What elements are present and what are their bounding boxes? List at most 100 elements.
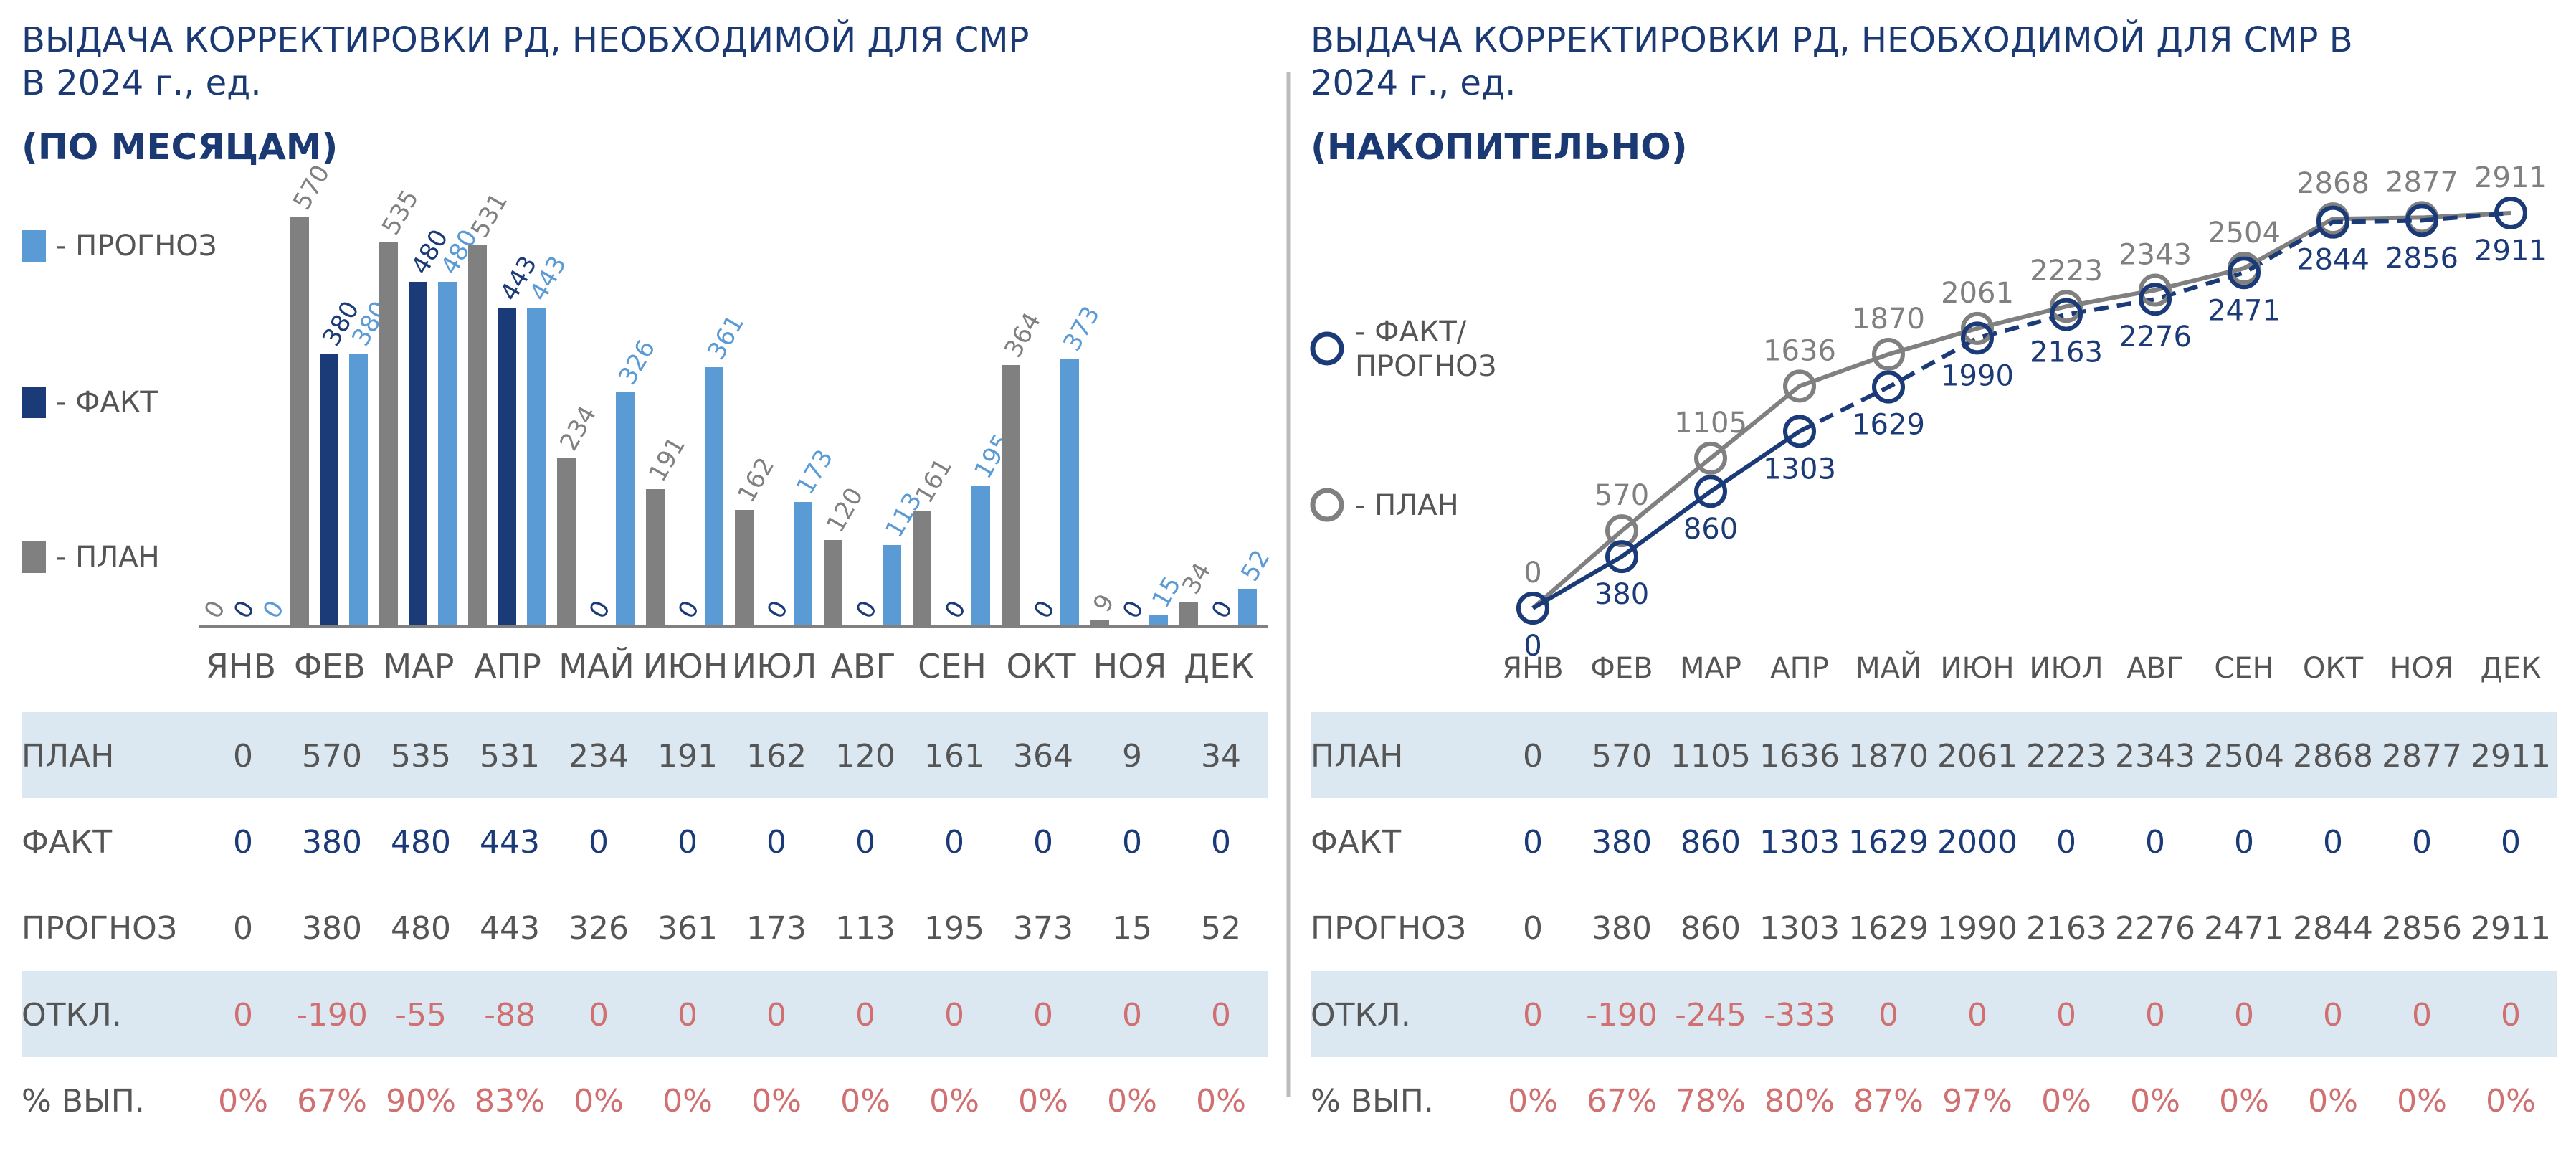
bar-plan-6: [646, 489, 665, 626]
fact-forecast-point-label-12: 2911: [2474, 235, 2547, 268]
cell-dev-7: 0: [2056, 997, 2076, 1033]
cell-dev-1: 0: [233, 997, 253, 1033]
cell-forecast-1: 0: [1523, 910, 1543, 947]
bar-plan-3: [379, 242, 398, 626]
cell-plan-5: 1870: [1848, 738, 1929, 775]
cell-forecast-1: 0: [233, 910, 253, 947]
cell-plan-12: 2911: [2471, 738, 2551, 775]
cell-plan-12: 34: [1201, 738, 1241, 775]
row-label-pct: % ВЫП.: [22, 1083, 145, 1120]
fact-forecast-point-label-6: 1990: [1941, 359, 2014, 392]
legend-plan-label: - ПЛАН: [1355, 489, 1459, 522]
cell-fact-7: 0: [766, 824, 786, 861]
right-title-line-2: 2024 г., ед.: [1311, 63, 1516, 103]
left-subtitle: (ПО МЕСЯЦАМ): [22, 126, 338, 168]
cell-plan-4: 1636: [1759, 738, 1840, 775]
fact-forecast-marker-9: [2228, 256, 2261, 290]
row-label-fact: ФАКТ: [22, 824, 112, 861]
table-band-plan: [22, 712, 1268, 798]
x-tick-label-3: МАР: [1680, 652, 1741, 685]
bar-plan-5: [557, 458, 576, 626]
x-tick-label-2: ФЕВ: [294, 647, 366, 686]
cell-pct-10: 0%: [2308, 1083, 2358, 1120]
cell-dev-8: 0: [855, 997, 875, 1033]
cell-forecast-11: 2856: [2382, 910, 2462, 947]
bar-forecast-8: [883, 545, 901, 626]
cell-dev-10: 0: [2323, 997, 2343, 1033]
fact-forecast-marker-11: [2405, 204, 2438, 237]
data-label-forecast-12: 52: [1235, 545, 1275, 586]
cell-forecast-12: 2911: [2471, 910, 2551, 947]
data-label-forecast-7: 173: [791, 445, 839, 499]
cell-pct-7: 0%: [2041, 1083, 2091, 1120]
data-label-fact-6: 0: [672, 596, 705, 624]
cell-fact-4: 1303: [1759, 824, 1840, 861]
cell-forecast-5: 1629: [1848, 910, 1929, 947]
cell-pct-3: 90%: [386, 1083, 456, 1120]
bar-forecast-12: [1238, 589, 1257, 626]
left-title-line-2: В 2024 г., ед.: [22, 63, 262, 103]
cell-dev-9: 0: [944, 997, 964, 1033]
plan-point-label-9: 2504: [2207, 217, 2281, 250]
cell-pct-4: 80%: [1764, 1083, 1835, 1120]
cell-dev-6: 0: [1967, 997, 1987, 1033]
legend-plan-marker: [1310, 488, 1344, 522]
cell-forecast-10: 2844: [2293, 910, 2373, 947]
cell-pct-6: 0%: [662, 1083, 713, 1120]
cell-dev-2: -190: [1586, 997, 1658, 1033]
x-tick-label-8: АВГ: [2126, 652, 2183, 685]
cell-fact-12: 0: [2501, 824, 2521, 861]
cell-pct-2: 67%: [1587, 1083, 1657, 1120]
bar-plan-4: [468, 245, 487, 626]
right-subtitle: (НАКОПИТЕЛЬНО): [1311, 126, 1688, 168]
x-tick-label-11: НОЯ: [2390, 652, 2453, 685]
cell-dev-3: -55: [395, 997, 447, 1033]
row-label-pct: % ВЫП.: [1311, 1083, 1434, 1120]
row-label-dev: ОТКЛ.: [22, 997, 122, 1033]
plan-point-label-11: 2877: [2385, 166, 2458, 199]
cell-forecast-7: 2163: [2026, 910, 2106, 947]
cell-pct-1: 0%: [218, 1083, 268, 1120]
cell-dev-12: 0: [1211, 997, 1231, 1033]
data-label-forecast-10: 373: [1058, 301, 1106, 356]
row-label-dev: ОТКЛ.: [1311, 997, 1411, 1033]
cell-forecast-9: 2471: [2204, 910, 2284, 947]
cell-fact-4: 443: [480, 824, 540, 861]
legend-forecast-swatch: [22, 230, 46, 262]
data-label-forecast-5: 326: [613, 335, 661, 389]
fact-forecast-marker-2: [1605, 540, 1638, 574]
data-label-plan-11: 9: [1088, 590, 1120, 617]
left-summary-table: ПЛАН 0 570 535 531 234 191 162 120 161 364 9 34 ФАКТ 0…: [22, 712, 1268, 1120]
row-label-forecast: ПРОГНОЗ: [1311, 910, 1466, 947]
cell-pct-7: 0%: [751, 1083, 802, 1120]
cell-dev-7: 0: [766, 997, 786, 1033]
cell-plan-6: 191: [657, 738, 718, 775]
data-label-plan-5: 234: [554, 401, 602, 455]
cell-pct-11: 0%: [1107, 1083, 1157, 1120]
cell-pct-4: 83%: [475, 1083, 545, 1120]
bar-forecast-3: [438, 282, 457, 626]
plan-marker-4: [1783, 369, 1816, 403]
bar-forecast-6: [705, 367, 723, 626]
right-title-line-1: ВЫДАЧА КОРРЕКТИРОВКИ РД, НЕОБХОДИМОЙ ДЛЯ…: [1311, 19, 2353, 60]
data-label-forecast-1: 0: [257, 596, 290, 624]
left-panel: ВЫДАЧА КОРРЕКТИРОВКИ РД, НЕОБХОДИМОЙ ДЛЯ…: [22, 19, 1275, 1120]
row-label-forecast: ПРОГНОЗ: [22, 910, 177, 947]
x-tick-label-4: АПР: [474, 647, 541, 686]
cell-plan-5: 234: [569, 738, 629, 775]
x-tick-label-6: ИЮН: [1940, 652, 2014, 685]
cell-plan-6: 2061: [1937, 738, 2017, 775]
cell-dev-3: -245: [1675, 997, 1746, 1033]
cell-forecast-8: 2276: [2115, 910, 2195, 947]
cell-dev-4: -333: [1764, 997, 1835, 1033]
cell-fact-5: 1629: [1848, 824, 1929, 861]
cell-plan-9: 2504: [2204, 738, 2284, 775]
x-tick-label-7: ИЮЛ: [732, 647, 817, 686]
data-label-plan-3: 535: [376, 185, 424, 240]
fact-forecast-marker-4: [1783, 415, 1816, 448]
bar-fact-3: [409, 282, 427, 626]
bar-plan-12: [1179, 602, 1198, 626]
cell-plan-3: 1105: [1670, 738, 1751, 775]
cell-fact-2: 380: [302, 824, 362, 861]
bar-plan-9: [913, 511, 931, 626]
